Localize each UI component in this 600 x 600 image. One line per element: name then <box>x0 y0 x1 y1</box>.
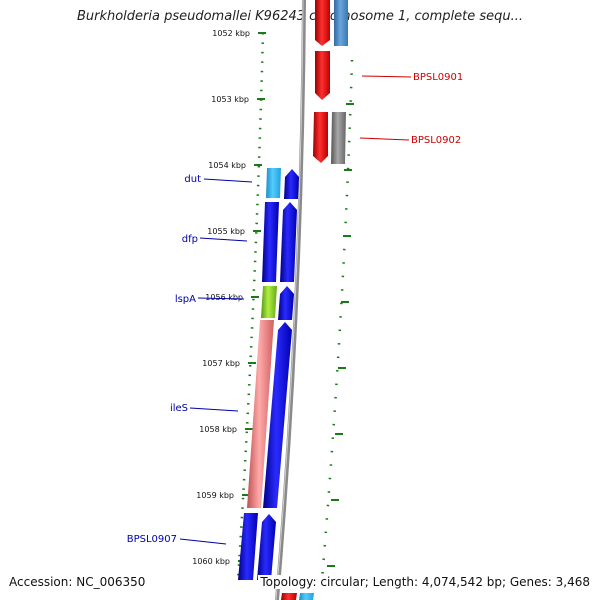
leader-bpsl0902 <box>359 137 410 141</box>
kbp-tick-label: 1056 kbp <box>205 293 243 302</box>
gene-gray-bpsl0902[interactable] <box>331 112 346 164</box>
gene-bottom-red-partial[interactable] <box>281 593 297 600</box>
gene-dut[interactable] <box>266 168 281 198</box>
kbp-tick-label: 1060 kbp <box>192 557 230 566</box>
map-title: Burkholderia pseudomallei K96243 chromos… <box>76 9 524 24</box>
gene-bpsl0902[interactable] <box>313 112 328 163</box>
label-bpsl0901[interactable]: BPSL0901 <box>413 72 463 83</box>
kbp-tick-label: 1057 kbp <box>202 359 240 368</box>
gene-bpsl0901[interactable] <box>315 51 330 100</box>
gene-dfp[interactable] <box>262 202 279 282</box>
gene-bottom-lightblue-partial[interactable] <box>299 593 314 600</box>
label-bpsl0907[interactable]: BPSL0907 <box>127 534 177 545</box>
gene-lspa-forward[interactable] <box>278 286 294 320</box>
gene-reverse-partial[interactable] <box>315 0 330 46</box>
label-lspa[interactable]: lspA <box>175 294 196 305</box>
kbp-ticks: 1052 kbp 1053 kbp 1054 kbp 1055 kbp 1056 kbp… <box>192 29 354 567</box>
gene-lspa[interactable] <box>261 286 277 318</box>
gene-dfp-forward[interactable] <box>280 202 297 282</box>
chromosome-backbone-highlight <box>275 0 304 600</box>
leader-dfp <box>199 237 248 242</box>
label-iles[interactable]: ileS <box>170 403 188 414</box>
accession-text: Accession: NC_006350 <box>9 575 146 589</box>
label-bpsl0902[interactable]: BPSL0902 <box>411 135 461 146</box>
topology-text: Topology: circular; Length: 4,074,542 bp… <box>258 575 590 589</box>
kbp-tick-label: 1058 kbp <box>199 425 237 434</box>
gene-bpsl0907-forward[interactable] <box>257 514 276 580</box>
kbp-tick-label: 1053 kbp <box>211 95 249 104</box>
kbp-tick-label: 1055 kbp <box>207 227 245 236</box>
leader-lspa <box>197 297 245 300</box>
label-dut[interactable]: dut <box>184 174 201 185</box>
label-dfp[interactable]: dfp <box>182 234 198 245</box>
leader-bpsl0907 <box>179 538 227 545</box>
leader-dut <box>203 178 253 183</box>
gene-iles[interactable] <box>247 320 274 508</box>
gene-bpsl0907[interactable] <box>238 513 258 580</box>
kbp-tick-label: 1054 kbp <box>208 161 246 170</box>
kbp-tick-label: 1052 kbp <box>212 29 250 38</box>
leader-iles <box>189 407 239 412</box>
kbp-tick-label: 1059 kbp <box>196 491 234 500</box>
chromosome-backbone <box>275 0 306 600</box>
gene-iles-forward[interactable] <box>263 322 292 508</box>
leader-bpsl0901 <box>361 75 412 78</box>
gene-steel-blue-partial[interactable] <box>334 0 348 46</box>
gene-dut-forward[interactable] <box>284 169 299 199</box>
